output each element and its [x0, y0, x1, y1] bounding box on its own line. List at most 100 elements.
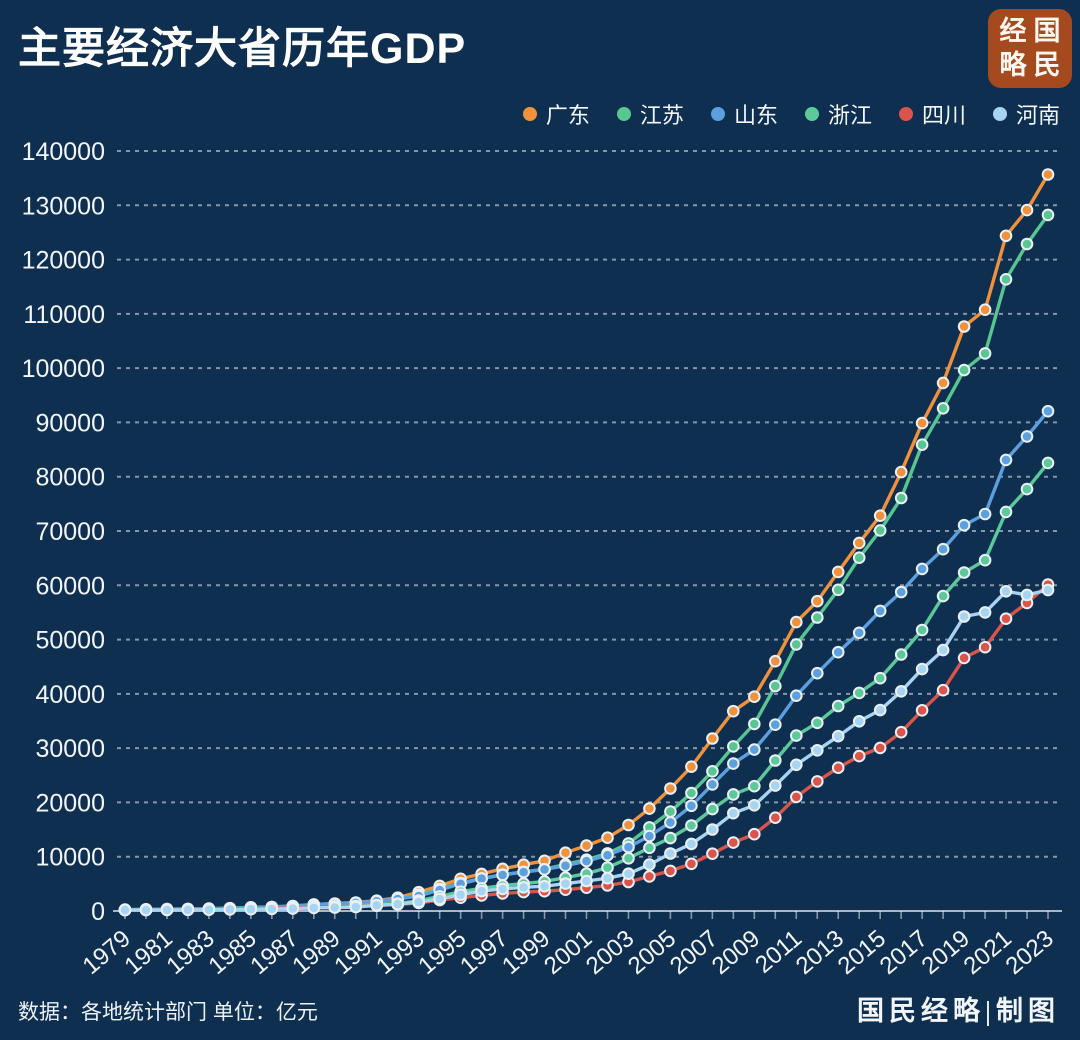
- data-point-guangdong-2010: [769, 654, 782, 668]
- legend: 广东 江苏 山东 浙江 四川 河南: [522, 98, 1060, 130]
- data-point-guangdong-2005: [664, 782, 677, 795]
- logo-char: 国: [1033, 16, 1061, 47]
- data-point-zhejiang-2016: [894, 648, 908, 661]
- legend-item-jiangsu[interactable]: 江苏: [616, 98, 684, 130]
- data-point-guangdong-2012: [811, 594, 824, 608]
- data-point-henan-1990: [349, 900, 363, 914]
- data-point-zhejiang-2003: [622, 852, 635, 865]
- legend-dot-icon: [710, 107, 725, 121]
- data-point-henan-2004: [643, 858, 656, 871]
- legend-label: 浙江: [827, 103, 872, 128]
- page-title: 主要经济大省历年GDP: [18, 25, 467, 73]
- y-axis-label: 60000: [35, 572, 105, 600]
- data-point-shandong-2017: [915, 562, 929, 576]
- data-point-guangdong-2023: [1041, 168, 1055, 181]
- data-point-shandong-2018: [936, 542, 950, 556]
- data-point-zhejiang-2005: [664, 831, 677, 845]
- data-point-guangdong-2000: [559, 846, 572, 860]
- data-point-zhejiang-2009: [748, 779, 761, 793]
- data-point-shandong-2005: [664, 816, 677, 829]
- data-point-guangdong-2015: [873, 509, 887, 523]
- legend-dot-icon: [804, 107, 819, 121]
- legend-item-henan[interactable]: 河南: [992, 98, 1060, 130]
- data-point-jiangsu-2007: [706, 765, 719, 778]
- data-point-jiangsu-2014: [852, 551, 866, 565]
- data-point-henan-2021: [999, 585, 1013, 598]
- data-point-zhejiang-2022: [1020, 482, 1034, 496]
- data-point-henan-2011: [790, 758, 803, 772]
- data-point-henan-1989: [328, 901, 342, 914]
- y-axis-label: 110000: [23, 301, 105, 329]
- data-point-shandong-2000: [559, 859, 572, 873]
- legend-item-zhejiang[interactable]: 浙江: [804, 98, 872, 130]
- data-point-shandong-2010: [769, 718, 782, 732]
- data-point-henan-1999: [538, 879, 551, 893]
- data-point-shandong-2016: [894, 585, 908, 599]
- data-point-zhejiang-2007: [706, 802, 719, 816]
- data-point-sichuan-2013: [831, 761, 845, 775]
- data-point-henan-2016: [894, 685, 908, 698]
- data-point-jiangsu-2011: [790, 638, 803, 651]
- data-point-jiangsu-2018: [936, 402, 950, 415]
- data-point-shandong-2020: [978, 507, 992, 521]
- legend-item-guangdong[interactable]: 广东: [522, 98, 590, 130]
- legend-item-sichuan[interactable]: 四川: [898, 98, 966, 130]
- data-point-shandong-2019: [957, 518, 971, 532]
- x-axis-label: 2023: [1001, 925, 1059, 980]
- data-source-note: 数据：各地统计部门 单位：亿元: [18, 1001, 318, 1024]
- data-point-henan-2010: [769, 779, 782, 792]
- data-point-zhejiang-2004: [643, 841, 656, 855]
- data-point-zhejiang-2021: [999, 505, 1013, 519]
- data-point-jiangsu-2023: [1041, 208, 1055, 222]
- data-point-zhejiang-2020: [978, 553, 992, 567]
- data-point-zhejiang-2017: [915, 623, 929, 637]
- data-point-shandong-2021: [999, 453, 1013, 467]
- data-point-henan-1988: [307, 901, 321, 915]
- legend-label: 河南: [1015, 103, 1060, 128]
- data-point-sichuan-2011: [790, 790, 803, 804]
- data-point-henan-1981: [160, 903, 174, 917]
- data-point-guangdong-2018: [936, 376, 950, 390]
- data-point-sichuan-2016: [894, 725, 908, 739]
- brand-logo: 经 国 略 民: [988, 9, 1072, 88]
- data-point-shandong-1999: [538, 863, 551, 876]
- data-point-shandong-2008: [727, 757, 740, 770]
- data-point-guangdong-2006: [685, 760, 698, 774]
- data-point-henan-2020: [978, 606, 992, 619]
- data-point-shandong-2004: [643, 829, 656, 843]
- logo-char: 民: [1033, 49, 1061, 80]
- data-point-zhejiang-2019: [957, 566, 971, 579]
- data-point-guangdong-2014: [852, 536, 866, 550]
- data-point-zhejiang-2013: [831, 699, 845, 713]
- data-point-zhejiang-2006: [685, 819, 698, 832]
- data-point-zhejiang-2011: [790, 729, 803, 742]
- legend-item-shandong[interactable]: 山东: [710, 98, 778, 130]
- data-point-jiangsu-2021: [999, 273, 1013, 286]
- data-point-shandong-2013: [831, 645, 845, 659]
- data-point-henan-1983: [202, 903, 216, 917]
- data-point-henan-1979: [118, 903, 132, 917]
- data-point-henan-2019: [957, 610, 971, 623]
- y-axis-label: 80000: [35, 464, 105, 492]
- data-point-guangdong-2019: [957, 320, 971, 333]
- data-point-jiangsu-2012: [811, 611, 824, 624]
- data-point-zhejiang-2008: [727, 788, 740, 801]
- series-line-shandong: [123, 409, 1050, 912]
- data-point-sichuan-2006: [685, 857, 698, 871]
- data-point-henan-1997: [496, 882, 509, 896]
- data-point-zhejiang-2010: [769, 754, 782, 767]
- legend-label: 山东: [733, 103, 778, 128]
- data-point-guangdong-2004: [643, 802, 656, 815]
- data-point-zhejiang-2012: [811, 716, 824, 730]
- data-point-zhejiang-2015: [873, 671, 887, 685]
- legend-label: 四川: [921, 103, 966, 128]
- data-point-shandong-2012: [811, 666, 824, 680]
- data-point-henan-1980: [139, 903, 153, 917]
- data-point-henan-2009: [748, 799, 761, 812]
- data-point-jiangsu-2005: [664, 805, 677, 818]
- data-point-jiangsu-2022: [1020, 237, 1034, 251]
- data-point-henan-1992: [391, 897, 405, 911]
- data-point-sichuan-2017: [915, 704, 929, 717]
- data-point-henan-1993: [412, 895, 426, 909]
